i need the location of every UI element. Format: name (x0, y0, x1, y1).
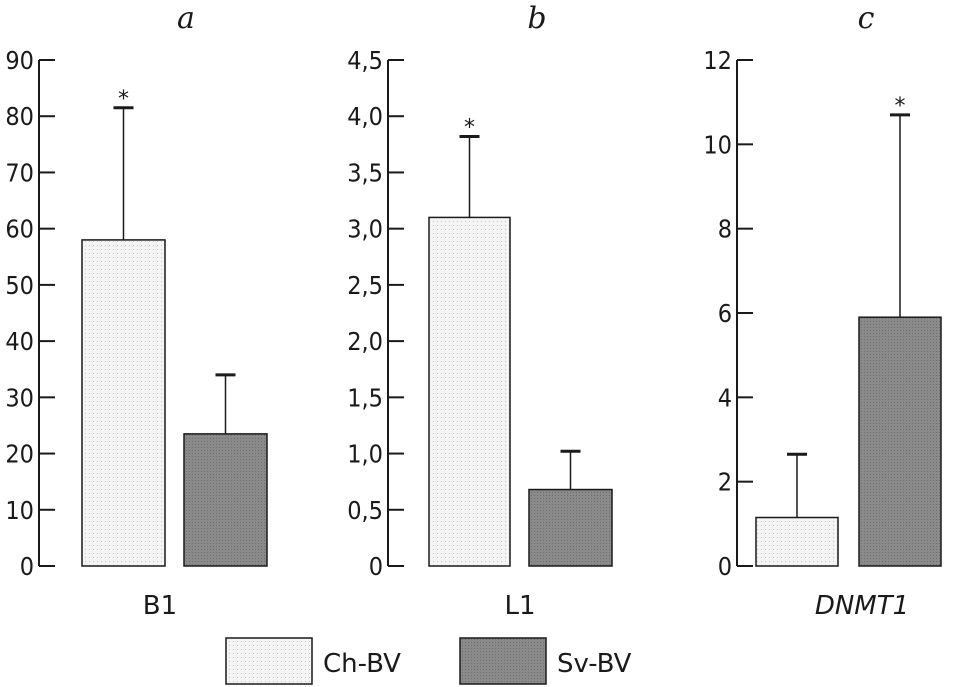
significance-marker-a: * (118, 87, 129, 112)
panel-a: a 0 10 20 30 40 50 60 70 80 90 * B1 (5, 1, 268, 621)
legend-swatch-sv-bv (459, 637, 547, 685)
bar-c-sv-bv (858, 316, 942, 567)
panel-b: b 0 0,5 1,0 1,5 2,0 2,5 3,0 3,5 4,0 4,5 * L1 (347, 1, 613, 621)
y-tick-label-c: 10 (703, 130, 732, 159)
y-tick-label-c: 8 (718, 215, 732, 244)
bar-b-ch-bv (428, 216, 511, 567)
legend-label-sv-bv: Sv-BV (557, 649, 632, 679)
y-tick-label-b: 0 (369, 552, 383, 581)
panel-letter-a: a (177, 1, 195, 36)
bar-c-ch-bv (755, 516, 839, 567)
panel-c: c 0 2 4 6 8 10 12 * DNMT1 (703, 1, 942, 621)
bar-a-sv-bv (183, 433, 268, 567)
y-tick-label-b: 1,5 (347, 383, 383, 412)
y-tick-label-c: 12 (703, 46, 732, 75)
legend-label-ch-bv: Ch-BV (323, 649, 401, 679)
x-label-c: DNMT1 (815, 591, 909, 621)
significance-marker-c: * (895, 94, 906, 119)
panel-letter-b: b (527, 1, 546, 36)
y-tick-label-a: 90 (5, 46, 34, 75)
bar-b-sv-bv (528, 488, 613, 567)
legend-swatch-ch-bv (225, 637, 313, 685)
y-tick-label-a: 0 (20, 552, 34, 581)
x-label-b: L1 (504, 591, 535, 621)
y-tick-label-b: 3,0 (347, 215, 383, 244)
y-tick-label-a: 50 (5, 271, 34, 300)
y-tick-label-c: 6 (718, 299, 732, 328)
y-tick-label-a: 60 (5, 215, 34, 244)
y-tick-label-a: 30 (5, 383, 34, 412)
y-tick-label-a: 70 (5, 158, 34, 187)
y-tick-label-a: 80 (5, 102, 34, 131)
y-tick-label-c: 4 (718, 383, 732, 412)
y-tick-label-b: 1,0 (347, 440, 383, 469)
panel-letter-c: c (858, 1, 875, 36)
y-tick-label-b: 0,5 (347, 496, 383, 525)
bar-a-ch-bv (81, 239, 166, 567)
significance-marker-b: * (464, 115, 475, 140)
y-tick-label-a: 20 (5, 440, 34, 469)
y-tick-label-b: 2,5 (347, 271, 383, 300)
y-tick-label-c: 2 (718, 468, 732, 497)
y-tick-label-a: 40 (5, 327, 34, 356)
y-tick-label-a: 10 (5, 496, 34, 525)
x-label-a: B1 (143, 591, 177, 621)
y-tick-label-b: 3,5 (347, 158, 383, 187)
y-tick-label-b: 4,5 (347, 46, 383, 75)
y-tick-label-c: 0 (718, 552, 732, 581)
y-tick-label-b: 4,0 (347, 102, 383, 131)
legend: Ch-BV Sv-BV (225, 637, 632, 685)
y-tick-label-b: 2,0 (347, 327, 383, 356)
